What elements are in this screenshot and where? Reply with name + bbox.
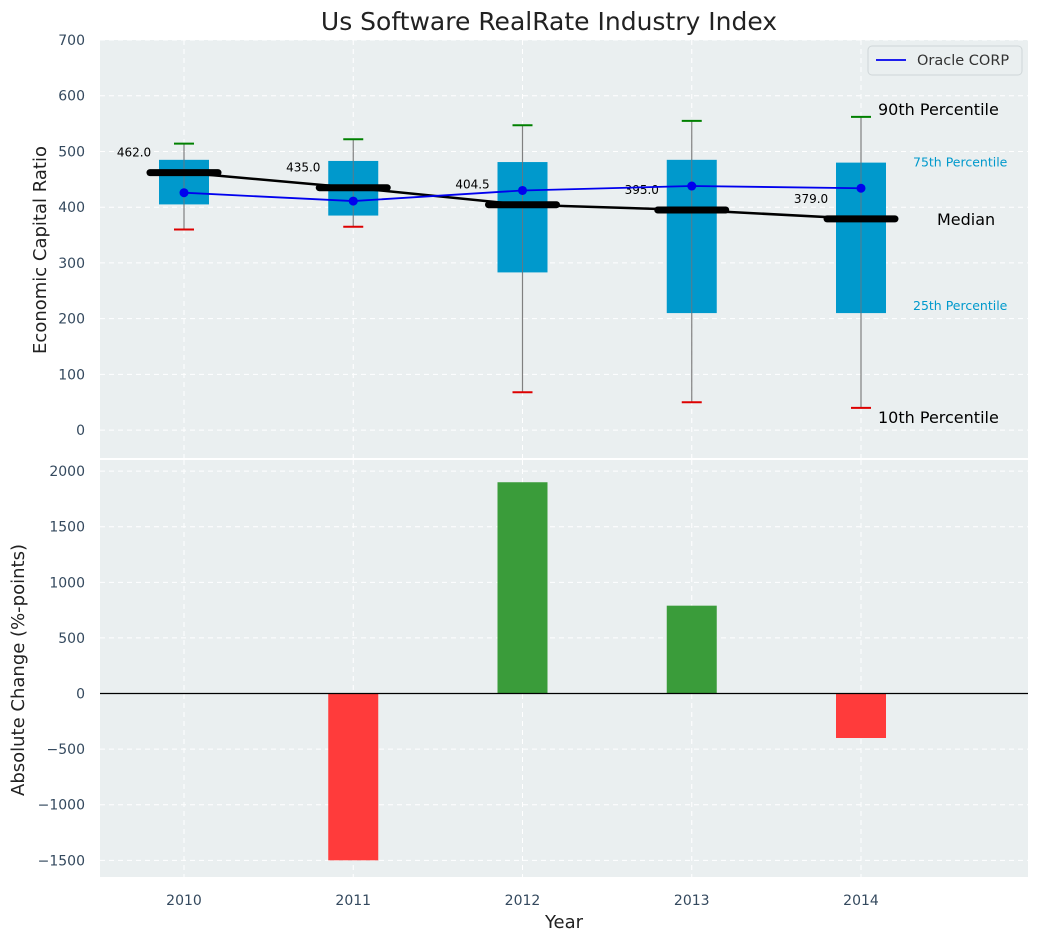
bottom-y-tick-label: 1500 (49, 520, 85, 536)
top-y-tick-label: 400 (58, 200, 85, 216)
oracle-series-point (518, 185, 527, 195)
bottom-plot-background (100, 460, 1028, 877)
bottom-y-tick-label: −1000 (38, 798, 85, 814)
oracle-series-point (687, 181, 697, 191)
annotation-p10: 10th Percentile (878, 408, 999, 427)
top-y-tick-label: 100 (58, 367, 85, 383)
annotation-median: Median (937, 210, 995, 229)
bar-positive (497, 482, 548, 694)
chart-title: Us Software RealRate Industry Index (321, 7, 777, 36)
bottom-y-tick-label: 1000 (49, 575, 85, 591)
top-y-tick-label: 700 (58, 33, 85, 49)
bottom-panel: −1500 −1000 −500 0 500 1000 1500 2000 2010 2011 20… (38, 458, 1028, 909)
bottom-y-tick-label: 0 (76, 687, 85, 703)
annotation-p75: 75th Percentile (913, 155, 1008, 170)
x-tick-label: 2013 (674, 893, 710, 909)
bottom-y-tick-label: 2000 (49, 464, 85, 480)
median-value-label: 462.0 (117, 146, 151, 160)
median-value-label: 435.0 (286, 161, 320, 175)
oracle-series-point (348, 196, 358, 206)
bar-negative (836, 693, 886, 738)
x-tick-label: 2014 (843, 893, 879, 909)
median-value-label: 395.0 (625, 183, 659, 197)
bottom-y-tick-label: 500 (58, 631, 85, 647)
top-y-tick-label: 0 (76, 423, 85, 439)
x-axis-label: Year (544, 912, 584, 933)
oracle-series-point (856, 183, 866, 193)
annotation-p90: 90th Percentile (878, 100, 999, 119)
median-value-label: 379.0 (794, 192, 828, 206)
legend-box (867, 45, 1023, 76)
legend: Oracle CORP (867, 45, 1023, 76)
x-tick-label: 2011 (335, 893, 371, 909)
annotation-p25: 25th Percentile (913, 298, 1008, 313)
bar-positive (666, 605, 717, 694)
top-panel: 0 100 200 300 400 500 600 700 462.0 435.0 404.5 395… (58, 33, 1028, 458)
median-value-label: 404.5 (455, 178, 489, 192)
x-tick-label: 2010 (166, 893, 202, 909)
bottom-y-tick-label: −1500 (38, 853, 85, 869)
bottom-y-tick-label: −500 (47, 742, 85, 758)
bottom-y-axis-label: Absolute Change (%-points) (8, 544, 29, 796)
top-y-tick-label: 200 (58, 312, 85, 328)
top-y-axis-label: Economic Capital Ratio (30, 146, 51, 354)
top-y-tick-label: 500 (58, 144, 85, 160)
top-y-tick-label: 600 (58, 89, 85, 105)
oracle-series-point (179, 188, 189, 198)
bar-negative (328, 693, 379, 861)
top-y-tick-label: 300 (58, 256, 85, 272)
legend-label-oracle: Oracle CORP (917, 53, 1009, 69)
x-tick-label: 2012 (505, 893, 541, 909)
